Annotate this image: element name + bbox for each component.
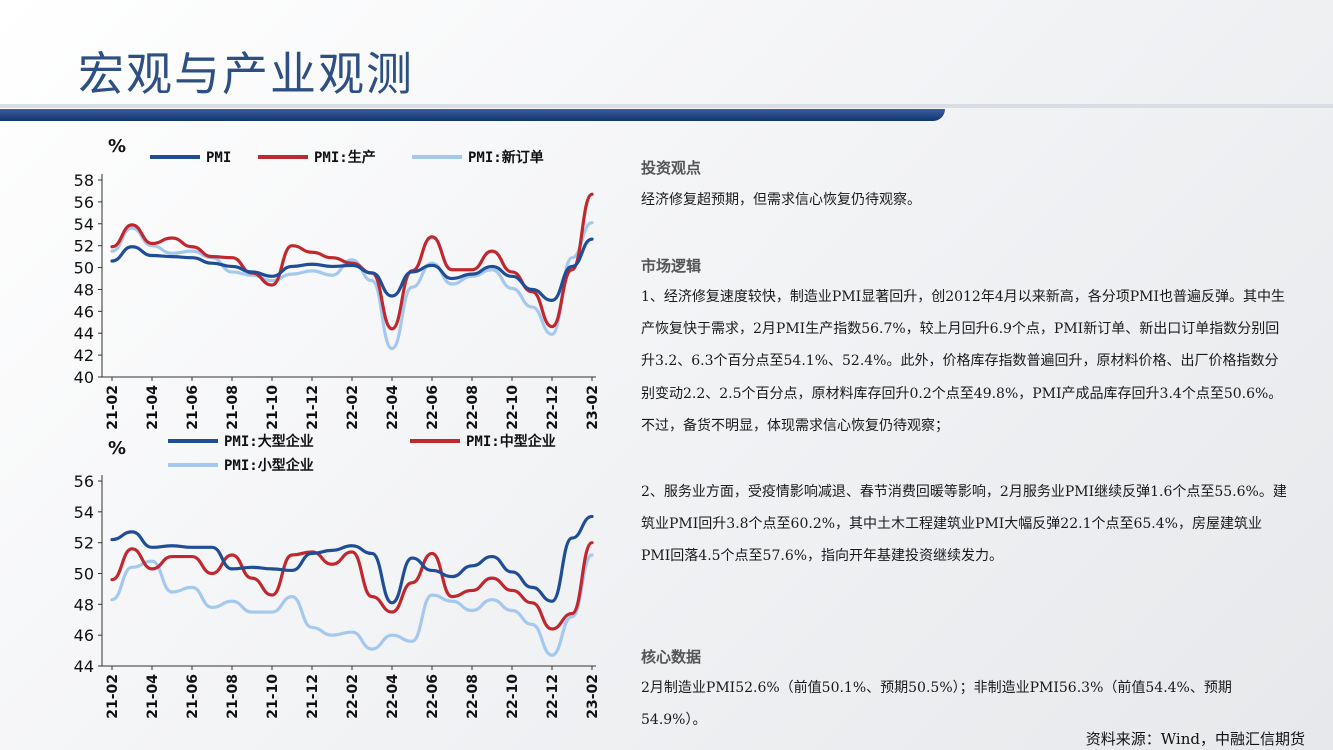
- legend-label: PMI:大型企业: [224, 433, 314, 450]
- x-tick-label: 21-06: [185, 385, 201, 430]
- title-bar: [0, 109, 945, 121]
- series-line: [110, 553, 594, 657]
- x-tick-label: 22-10: [505, 674, 521, 719]
- series-line: [110, 541, 594, 631]
- series-line: [110, 221, 594, 351]
- x-tick-label: 21-10: [265, 674, 281, 719]
- y-tick-label: 46: [74, 626, 94, 645]
- logic-paragraph-1: 1、经济修复速度较快，制造业PMI显著回升，创2012年4月以来新高，各分项PM…: [641, 289, 1286, 434]
- legend-label: PMI:生产: [314, 149, 376, 166]
- x-tick-label: 21-04: [145, 385, 161, 430]
- y-tick-label: 40: [74, 368, 94, 387]
- series-line: [110, 192, 594, 331]
- y-tick-label: 56: [74, 193, 94, 212]
- series-line: [110, 514, 594, 605]
- y-tick-label: 48: [74, 595, 94, 614]
- y-tick-label: 50: [74, 565, 94, 584]
- y-tick-label: 58: [74, 171, 94, 190]
- core-text: 2月制造业PMI52.6%（前值50.1%、预期50.5%）；非制造业PMI56…: [641, 680, 1232, 729]
- x-tick-label: 22-04: [385, 385, 401, 430]
- y-tick-label: 52: [74, 534, 94, 553]
- y-tick-label: 50: [74, 259, 94, 278]
- y-tick-label: 44: [74, 657, 94, 676]
- x-tick-label: 21-02: [105, 674, 121, 719]
- y-tick-label: 48: [74, 280, 94, 299]
- view-heading: 投资观点: [641, 159, 702, 177]
- x-tick-label: 22-08: [465, 385, 481, 430]
- y-tick-label: 46: [74, 302, 94, 321]
- legend-label: PMI:小型企业: [224, 457, 314, 474]
- series-line: [110, 237, 594, 302]
- x-tick-label: 21-02: [105, 385, 121, 430]
- x-tick-label: 21-12: [305, 674, 321, 719]
- x-tick-label: 21-10: [265, 385, 281, 430]
- x-tick-label: 22-12: [545, 385, 561, 430]
- page-title: 宏观与产业观测: [78, 47, 414, 101]
- x-tick-label: 22-04: [385, 674, 401, 719]
- x-tick-label: 22-10: [505, 385, 521, 430]
- legend-label: PMI:新订单: [468, 149, 544, 166]
- x-tick-label: 21-08: [225, 674, 241, 719]
- legend-label: PMI: [206, 150, 231, 166]
- x-tick-label: 22-12: [545, 674, 561, 719]
- core-heading: 核心数据: [641, 648, 702, 666]
- x-tick-label: 21-06: [185, 674, 201, 719]
- x-tick-label: 23-02: [585, 674, 601, 719]
- y-tick-label: 54: [74, 503, 94, 522]
- view-text: 经济修复超预期，但需求信心恢复仍待观察。: [641, 192, 921, 208]
- source-note: 资料来源：Wind，中融汇信期货: [1085, 730, 1305, 748]
- chart-pmi-by-size: % 44 46 48 50 52 54 56 21-02 21-04 21-06 21-08 21-10…: [74, 433, 601, 719]
- y-tick-label: 56: [74, 472, 94, 491]
- x-tick-label: 21-12: [305, 385, 321, 430]
- x-tick-label: 22-06: [425, 385, 441, 430]
- legend-label: PMI:中型企业: [466, 433, 556, 450]
- x-tick-label: 22-02: [345, 385, 361, 430]
- x-tick-label: 22-02: [345, 674, 361, 719]
- title-bar-light: [0, 104, 1333, 108]
- logic-paragraph-2: 2、服务业方面，受疫情影响减退、春节消费回暖等影响，2月服务业PMI继续反弹1.…: [641, 484, 1287, 565]
- logic-heading: 市场逻辑: [641, 257, 702, 275]
- x-tick-label: 22-06: [425, 674, 441, 719]
- unit-label: %: [108, 438, 126, 459]
- chart-pmi-overall: % 40 42 44 46 48 50 52 54 56 58 21-02 21-04 21-06 21-0…: [74, 136, 601, 430]
- unit-label: %: [108, 136, 126, 157]
- x-tick-label: 22-08: [465, 674, 481, 719]
- y-tick-label: 52: [74, 237, 94, 256]
- x-tick-label: 23-02: [585, 385, 601, 430]
- x-tick-label: 21-04: [145, 674, 161, 719]
- x-tick-label: 21-08: [225, 385, 241, 430]
- y-tick-label: 44: [74, 324, 94, 343]
- y-tick-label: 54: [74, 215, 94, 234]
- y-tick-label: 42: [74, 346, 94, 365]
